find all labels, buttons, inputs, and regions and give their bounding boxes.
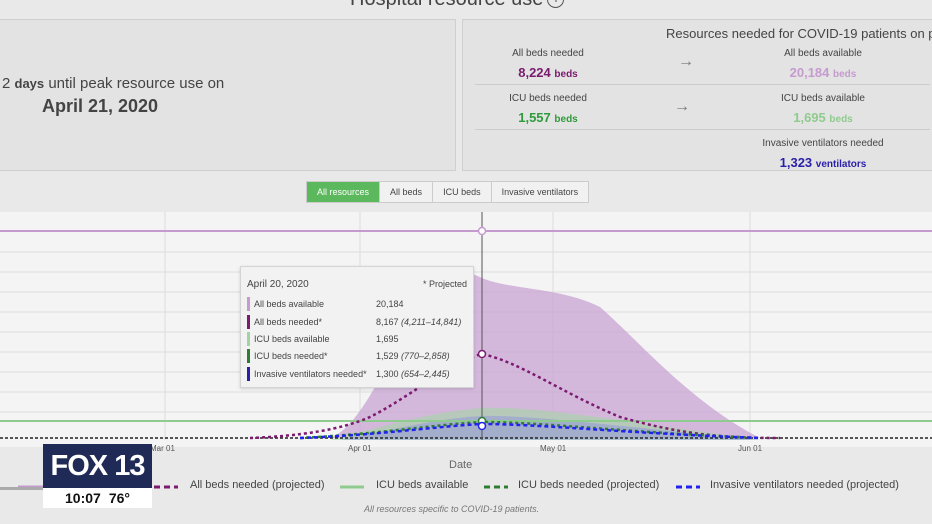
icu-beds-needed-line	[299, 420, 761, 440]
tooltip-row-ventilators: Invasive ventilators needed* 1,300 (654–…	[247, 367, 469, 381]
x-tick-mar: Mar 01	[150, 444, 175, 453]
tooltip-row-all-beds-needed: All beds needed* 8,167 (4,211–14,841)	[247, 315, 469, 329]
days-until-peak: 2 days until peak resource use on	[2, 75, 225, 92]
arrow-icon: →	[674, 98, 690, 115]
peak-summary-panel: 2 days until peak resource use on April …	[0, 19, 456, 171]
footnote: All resources specific to COVID-19 patie…	[364, 504, 540, 514]
tab-all-beds[interactable]: All beds	[379, 182, 433, 202]
marker-all-beds-needed	[477, 349, 487, 359]
tab-invasive-ventilators[interactable]: Invasive ventilators	[490, 182, 589, 202]
legend-icu-beds-needed[interactable]: ICU beds needed (projected)	[518, 479, 660, 491]
tooltip-projected-note: * Projected	[422, 279, 467, 289]
all-beds-available: All beds available 20,184 beds	[784, 48, 862, 80]
arrow-icon: →	[678, 53, 694, 70]
legend-ventilators-needed[interactable]: Invasive ventilators needed (projected)	[710, 479, 899, 491]
resources-panel: Resources needed for COVID-19 patients o…	[462, 19, 932, 171]
icu-beds-needed: ICU beds needed 1,557 beds	[509, 93, 587, 125]
legend-swatch-icu-needed	[484, 485, 508, 489]
tooltip-row-all-beds-available: All beds available 20,184	[247, 297, 469, 311]
legend-swatch-ventilators	[676, 485, 700, 489]
marker-ventilators	[477, 421, 487, 431]
x-tick-jun: Jun 01	[738, 444, 763, 453]
x-tick-may: May 01	[540, 444, 567, 453]
legend-swatch-icu-available	[340, 485, 364, 489]
tab-all-resources[interactable]: All resources	[307, 182, 380, 202]
peak-date: April 21, 2020	[42, 96, 159, 116]
overlay-bar	[0, 487, 43, 490]
hover-tooltip: April 20, 2020 * Projected All beds avai…	[240, 266, 474, 388]
station-logo: FOX 13	[43, 444, 152, 488]
divider	[475, 129, 930, 130]
legend-all-beds-needed[interactable]: All beds needed (projected)	[190, 479, 325, 491]
legend-icu-beds-available[interactable]: ICU beds available	[376, 479, 469, 491]
tab-icu-beds[interactable]: ICU beds	[432, 182, 491, 202]
divider	[475, 84, 930, 85]
x-tick-apr: Apr 01	[348, 444, 372, 453]
tooltip-date: April 20, 2020	[247, 279, 309, 290]
resource-tabs: All resources All beds ICU beds Invasive…	[306, 181, 590, 203]
x-axis-title: Date	[449, 459, 473, 471]
tooltip-row-icu-beds-needed: ICU beds needed* 1,529 (770–2,858)	[247, 349, 469, 363]
all-beds-needed: All beds needed 8,224 beds	[512, 48, 584, 80]
ventilators-needed: Invasive ventilators needed 1,323 ventil…	[762, 138, 884, 170]
marker-all-beds-available	[477, 226, 487, 236]
info-icon[interactable]: i	[547, 0, 565, 9]
tooltip-row-icu-beds-available: ICU beds available 1,695	[247, 332, 469, 346]
chart-title: Hospital resource usei	[350, 0, 565, 11]
icu-beds-available: ICU beds available 1,695 beds	[781, 93, 865, 125]
time-temp-bug: 10:07 76°	[43, 488, 152, 508]
resources-header: Resources needed for COVID-19 patients o…	[666, 26, 932, 41]
